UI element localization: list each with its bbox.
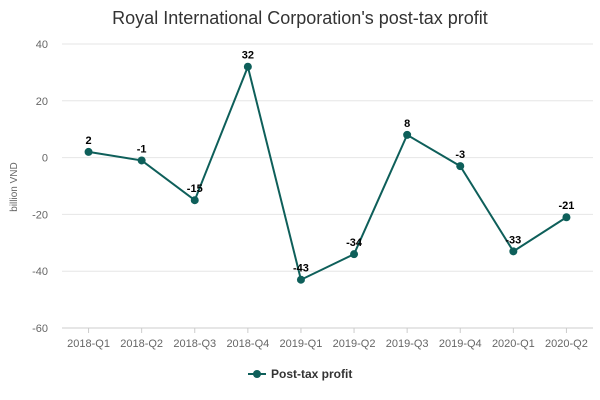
series-line	[88, 63, 567, 282]
data-point[interactable]	[190, 196, 199, 205]
y-tick-label: -40	[32, 266, 48, 278]
x-tick-label: 2020-Q1	[492, 338, 535, 350]
legend-marker	[253, 370, 261, 378]
data-point[interactable]	[296, 275, 305, 284]
chart-title: Royal International Corporation's post-t…	[112, 8, 488, 28]
y-tick-label: 20	[36, 96, 48, 108]
x-tick-label: 2020-Q2	[545, 338, 588, 350]
x-tick-label: 2018-Q2	[120, 338, 163, 350]
data-label: 2	[85, 135, 91, 147]
y-tick-label: -20	[32, 209, 48, 221]
x-tick-label: 2018-Q3	[173, 338, 216, 350]
data-label: -21	[558, 200, 574, 212]
x-axis-ticks: 2018-Q1 2018-Q2 2018-Q3 2018-Q4 2019-Q1 2019-…	[67, 328, 588, 350]
data-label: -33	[505, 234, 521, 246]
data-point[interactable]	[350, 250, 359, 259]
data-label: -15	[187, 183, 203, 195]
data-label: -34	[346, 237, 363, 249]
data-label: 32	[242, 50, 254, 62]
y-tick-label: 40	[36, 39, 48, 51]
series-group: 2 -1 -15 32 -43 -34 8 -3 -33 -21	[84, 50, 574, 284]
data-point[interactable]	[456, 162, 465, 171]
data-point[interactable]	[562, 213, 571, 222]
x-tick-label: 2019-Q2	[333, 338, 376, 350]
x-tick-label: 2018-Q1	[67, 338, 110, 350]
data-label: -3	[455, 149, 465, 161]
legend[interactable]: Post-tax profit	[248, 367, 352, 381]
data-label: 8	[404, 118, 410, 130]
y-axis-ticks: 40 20 0 -20 -40 -60	[32, 39, 48, 335]
data-label: -43	[293, 263, 309, 275]
data-point[interactable]	[84, 147, 93, 156]
y-tick-label: -60	[32, 323, 48, 335]
y-axis-label: billion VND	[9, 162, 20, 211]
data-point[interactable]	[243, 62, 252, 71]
x-tick-label: 2018-Q4	[226, 338, 269, 350]
y-tick-label: 0	[42, 153, 48, 165]
legend-label: Post-tax profit	[271, 367, 352, 381]
data-point[interactable]	[509, 247, 518, 256]
data-point[interactable]	[137, 156, 146, 165]
x-tick-label: 2019-Q1	[280, 338, 323, 350]
x-tick-label: 2019-Q4	[439, 338, 482, 350]
data-label: -1	[137, 143, 147, 155]
data-point[interactable]	[403, 130, 412, 139]
x-tick-label: 2019-Q3	[386, 338, 429, 350]
gridlines	[62, 43, 593, 329]
